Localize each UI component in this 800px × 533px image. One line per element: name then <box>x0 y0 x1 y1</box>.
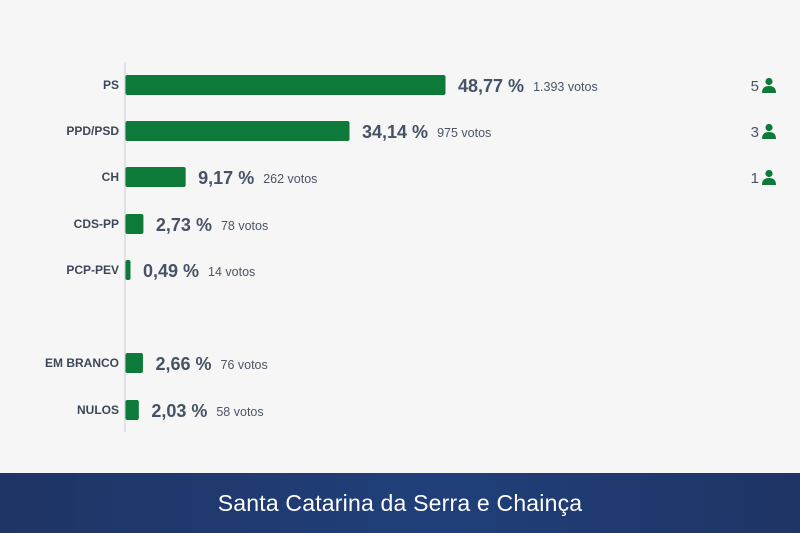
percent-label: 9,17 % <box>198 168 254 188</box>
category-label: CH <box>102 170 119 184</box>
percent-label: 0,49 % <box>143 261 199 281</box>
category-label: CDS-PP <box>74 217 119 231</box>
category-label: PCP-PEV <box>66 263 119 277</box>
votes-label: 78 votos <box>221 219 268 233</box>
percent-label: 2,66 % <box>155 354 211 374</box>
category-label: NULOS <box>77 403 119 417</box>
person-icon <box>762 169 776 185</box>
category-label: EM BRANCO <box>45 356 119 370</box>
footer-banner: Santa Catarina da Serra e Chainça <box>0 473 800 533</box>
category-label: PS <box>103 78 119 92</box>
votes-label: 975 votos <box>437 126 491 140</box>
percent-label: 2,73 % <box>156 215 212 235</box>
votes-label: 262 votos <box>263 172 317 186</box>
votes-label: 1.393 votos <box>533 80 598 94</box>
category-label: PPD/PSD <box>66 124 119 138</box>
votes-label: 14 votos <box>208 265 255 279</box>
percent-label: 34,14 % <box>362 122 428 142</box>
results-bar-chart: PS 48,77 % 1.393 votos 5 PPD/PSD 34,14 % 975 v… <box>45 62 776 432</box>
bar <box>125 260 131 280</box>
bar <box>125 121 350 141</box>
person-icon <box>762 77 776 93</box>
bar <box>125 400 139 420</box>
votes-label: 76 votos <box>221 358 268 372</box>
seats-count: 3 <box>751 124 759 141</box>
bar <box>125 75 446 95</box>
bar <box>125 214 144 234</box>
bar <box>125 353 143 373</box>
parish-name: Santa Catarina da Serra e Chainça <box>217 489 583 516</box>
bar <box>125 167 186 187</box>
percent-label: 2,03 % <box>151 401 207 421</box>
person-icon <box>762 123 776 139</box>
percent-label: 48,77 % <box>458 76 524 96</box>
votes-label: 58 votos <box>216 405 263 419</box>
seats-count: 1 <box>751 170 759 187</box>
seats-count: 5 <box>751 78 759 95</box>
